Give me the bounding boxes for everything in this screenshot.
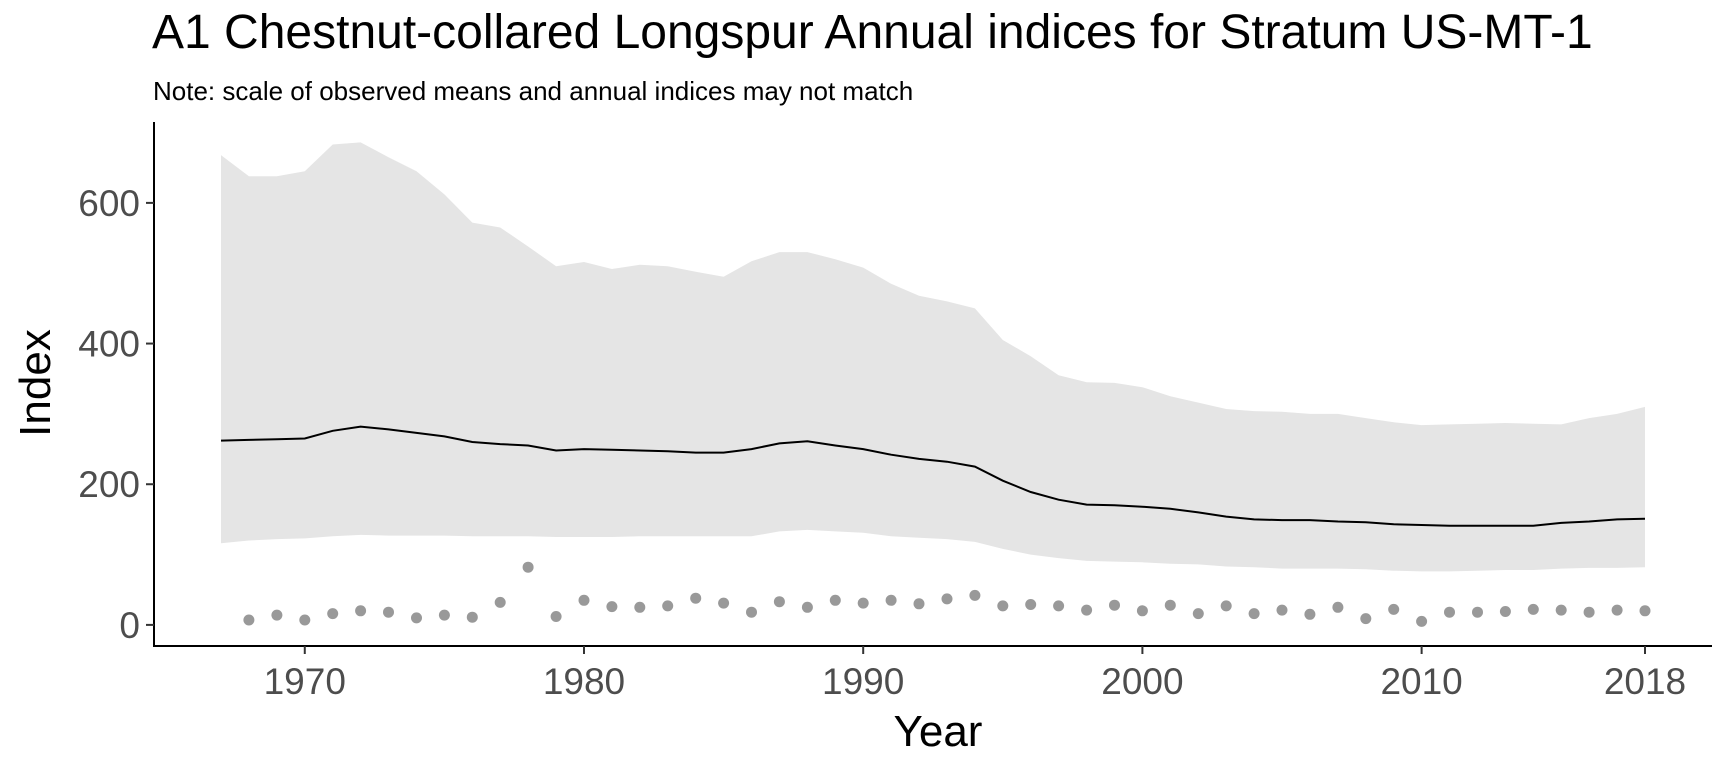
x-tick-label: 2010 xyxy=(1380,661,1462,702)
observed-mean-point xyxy=(1109,599,1120,611)
observed-mean-point xyxy=(885,594,897,606)
observed-mean-point xyxy=(522,561,534,573)
observed-mean-point xyxy=(355,605,367,617)
observed-mean-point xyxy=(1583,606,1595,618)
observed-mean-point xyxy=(606,601,618,613)
observed-mean-point xyxy=(746,606,757,618)
observed-mean-point xyxy=(1444,606,1455,618)
observed-mean-point xyxy=(1527,603,1539,615)
observed-mean-point xyxy=(969,589,981,601)
observed-mean-point xyxy=(913,598,925,610)
observed-mean-point xyxy=(857,597,869,609)
observed-mean-point xyxy=(1639,605,1651,617)
observed-mean-point xyxy=(1416,615,1428,627)
observed-mean-point xyxy=(1220,600,1232,612)
y-tick-label: 600 xyxy=(78,183,140,224)
x-tick-label: 1970 xyxy=(264,661,346,702)
y-axis-title: Index xyxy=(11,329,60,437)
observed-mean-point xyxy=(1555,604,1567,616)
observed-mean-point xyxy=(1611,604,1623,616)
observed-mean-point xyxy=(438,609,450,621)
observed-mean-point xyxy=(1164,599,1176,611)
observed-mean-point xyxy=(1276,604,1288,616)
observed-mean-point xyxy=(997,600,1009,612)
observed-mean-point xyxy=(1053,600,1065,612)
annual-index-line xyxy=(220,425,1646,527)
observed-mean-point xyxy=(1360,613,1372,625)
observed-mean-point xyxy=(801,601,813,613)
observed-mean-point xyxy=(1472,606,1483,618)
chart-title: A1 Chestnut-collared Longspur Annual ind… xyxy=(152,6,1593,59)
chart-subtitle: Note: scale of observed means and annual… xyxy=(153,76,914,106)
x-axis-title: Year xyxy=(894,707,983,756)
observed-mean-point xyxy=(1081,604,1093,616)
observed-mean-point xyxy=(718,597,730,609)
credible-interval-ribbon xyxy=(221,142,1645,572)
x-tick-label: 2000 xyxy=(1101,661,1183,702)
observed-mean-point xyxy=(411,612,422,624)
observed-mean-point xyxy=(578,594,590,606)
x-tick-label: 2018 xyxy=(1604,661,1686,702)
observed-mean-point xyxy=(466,611,478,623)
observed-mean-point xyxy=(1192,608,1204,620)
observed-mean-point xyxy=(773,596,785,608)
observed-mean-point xyxy=(299,614,311,626)
x-tick-label: 1990 xyxy=(822,661,904,702)
observed-mean-point xyxy=(941,593,953,605)
x-tick-label: 1980 xyxy=(543,661,625,702)
observed-mean-point xyxy=(550,611,562,622)
observed-mean-point xyxy=(662,600,674,612)
observed-mean-point xyxy=(1136,605,1148,617)
observed-mean-point xyxy=(383,606,394,618)
y-tick-label: 400 xyxy=(78,324,140,365)
observed-mean-point xyxy=(271,609,283,621)
observed-mean-point xyxy=(1332,601,1344,613)
observed-mean-point xyxy=(1388,603,1400,615)
observed-mean-point xyxy=(494,596,506,608)
observed-mean-point xyxy=(690,592,702,604)
observed-mean-point xyxy=(634,601,646,613)
observed-mean-point xyxy=(327,608,339,620)
observed-mean-point xyxy=(243,614,255,626)
observed-mean-point xyxy=(1499,606,1511,617)
observed-mean-point xyxy=(1025,599,1037,610)
observed-mean-point xyxy=(1248,608,1260,620)
y-tick-label: 200 xyxy=(78,464,140,505)
y-tick-label: 0 xyxy=(119,605,140,646)
observed-mean-point xyxy=(829,594,841,606)
observed-mean-point xyxy=(1304,608,1316,620)
